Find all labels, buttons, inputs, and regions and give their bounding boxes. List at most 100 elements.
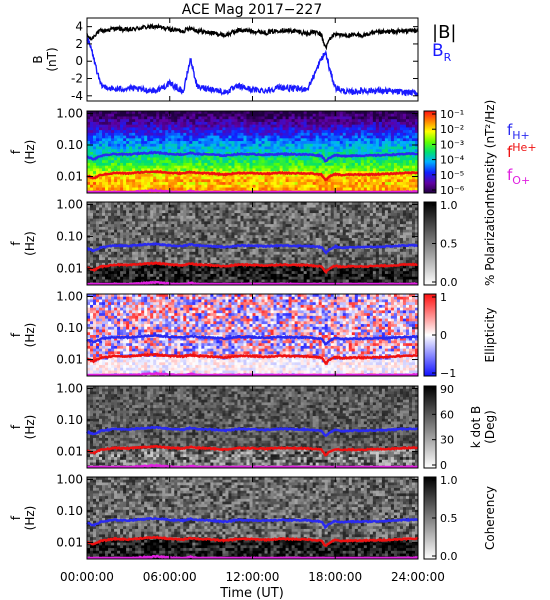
colorbar-tick-label: 0.5: [440, 512, 458, 525]
legend-br-sub: R: [444, 51, 452, 64]
legend-fhe-sup: He+: [512, 141, 536, 154]
coherency-panel: 1.00 0.10 0.01 f (Hz) 1.0 0.5 0.0 Coherency: [9, 472, 497, 563]
colorbar-label: Intensity (nT²/Hz): [483, 100, 497, 205]
colorbar-tick-label: 0.0: [440, 276, 458, 289]
y-axis-unit: (nT): [45, 47, 59, 71]
colorbar-tick-label: 1: [440, 291, 447, 304]
f-tick-label: 0.10: [56, 321, 83, 335]
colorbar-tick-label: 10⁻²: [440, 123, 464, 136]
series-line-btotal: [86, 22, 419, 51]
colorbar: 1.0 0.5 0.0 Coherency: [423, 474, 497, 563]
f-he-line: [86, 535, 419, 548]
colorbar-tick-label: 30: [440, 434, 454, 447]
f-tick-label: 0.10: [56, 504, 83, 518]
time-axis-label: Time (UT): [219, 586, 284, 600]
f-he-line: [86, 261, 419, 275]
f-tick-label: 1.00: [56, 289, 83, 303]
f-h-line: [86, 425, 419, 438]
colorbar-tick-label: 1.0: [440, 199, 458, 212]
legend-fh-main: f: [507, 121, 513, 139]
colorbar-tick-label: 0: [440, 459, 447, 472]
legend-fhe: fHe+: [507, 141, 537, 161]
f-he-line: [86, 169, 419, 182]
f-axis-unit: (Hz): [23, 506, 37, 531]
f-h-line: [86, 242, 419, 255]
f-tick-label: 0.10: [56, 138, 83, 152]
y-tick-label: 0: [75, 54, 83, 68]
f-tick-label: 0.01: [56, 353, 83, 367]
colorbar-tick-label: 10⁻³: [440, 138, 464, 151]
legend-fh-sub: H+: [512, 129, 530, 142]
f-tick-label: 0.01: [56, 170, 83, 184]
y-axis-label: B: [31, 55, 45, 63]
time-tick-label: 24:00:00: [391, 570, 445, 584]
f-he-line: [86, 444, 419, 457]
f-axis-label: f: [9, 241, 23, 246]
colorbar-tick-label: 10⁻¹: [440, 108, 464, 121]
legend-br: BR: [432, 41, 452, 64]
f-axis-unit: (Hz): [23, 323, 37, 348]
colorbar-tick-label: 10⁻⁶: [440, 184, 465, 197]
y-tick-label: -4: [71, 89, 83, 103]
heatmap-cells: [87, 111, 419, 194]
series-line-br: [86, 37, 419, 97]
f-axis-unit: (Hz): [23, 140, 37, 165]
ellipticity-panel: 1.00 0.10 0.01 f (Hz) 1 0 −1 Ellipticity: [9, 289, 497, 380]
colorbar: 10⁻¹ 10⁻² 10⁻³ 10⁻⁴ 10⁻⁵ 10⁻⁶ Intensity (nT²/H…: [423, 100, 497, 205]
f-tick-label: 0.01: [56, 261, 83, 275]
f-h-line: [86, 333, 419, 346]
colorbar-label: Coherency: [483, 486, 497, 550]
colorbar-tick-label: −1: [440, 367, 456, 380]
y-tick-label: -2: [71, 72, 83, 86]
legend-fo-sub: O+: [512, 174, 530, 187]
f-tick-label: 1.00: [56, 198, 83, 212]
legend-fh: fH+: [507, 121, 530, 142]
heatmap-cells: [87, 202, 419, 286]
heatmap-cells: [87, 294, 419, 377]
heatmap-cells: [87, 386, 419, 469]
f-tick-label: 1.00: [56, 106, 83, 120]
f-axis-label: f: [9, 515, 23, 520]
colorbar-tick-label: 60: [440, 408, 454, 421]
legend-fo: fO+: [507, 166, 530, 187]
f-axis-label: f: [9, 332, 23, 337]
f-tick-label: 0.10: [56, 229, 83, 243]
colorbar-label: % Polarization: [483, 201, 497, 286]
f-tick-label: 1.00: [56, 381, 83, 395]
chart-title: ACE Mag 2017−227: [182, 2, 322, 18]
legend-fhe-main: f: [507, 143, 513, 161]
b-field-panel: 4 2 0 -2 -4 B (nT): [31, 17, 419, 103]
legend-btotal: |B|: [432, 22, 456, 43]
colorbar-tick-label: 10⁻⁴: [440, 154, 465, 167]
colorbar-tick-label: 90: [440, 383, 454, 396]
f-tick-label: 0.01: [56, 536, 83, 550]
time-tick-label: 12:00:00: [226, 570, 280, 584]
colorbar-tick-label: 10⁻⁵: [440, 169, 464, 182]
f-tick-label: 1.00: [56, 472, 83, 486]
colorbar-label: Ellipticity: [483, 308, 497, 363]
f-axis-unit: (Hz): [23, 415, 37, 440]
f-axis-unit: (Hz): [23, 231, 37, 256]
legend-br-main: B: [432, 41, 444, 61]
y-tick-label: 2: [75, 37, 83, 51]
time-tick-label: 18:00:00: [308, 570, 362, 584]
time-tick-label: 00:00:00: [60, 570, 114, 584]
colorbar-tick-label: 0.5: [440, 238, 458, 251]
colorbar: 90 60 30 0 k dot B (Deg): [423, 383, 497, 472]
colorbar-tick-label: 1.0: [440, 474, 458, 487]
y-tick-label: 4: [75, 20, 83, 34]
f-h-line: [86, 150, 419, 163]
colorbar-label: k dot B: [469, 406, 483, 448]
colorbar: 1.0 0.5 0.0 % Polarization: [423, 199, 497, 289]
time-axis: 00:00:00 06:00:00 12:00:00 18:00:00 24:00:00: [60, 570, 445, 584]
b-field-legend: |B| BR: [432, 22, 456, 64]
colorbar-tick-label: 0: [440, 329, 447, 342]
f-tick-label: 0.10: [56, 413, 83, 427]
f-he-line: [86, 352, 419, 365]
colorbar-unit: (Deg): [483, 410, 497, 444]
colorbar: 1 0 −1 Ellipticity: [423, 291, 497, 380]
intensity-panel: 1.000.100.01f (Hz)10⁻¹10⁻²10⁻³10⁻⁴10⁻⁵10⁻…: [9, 100, 497, 205]
heatmap-cells: [87, 477, 419, 560]
colorbar-tick-label: 0.0: [440, 550, 458, 563]
